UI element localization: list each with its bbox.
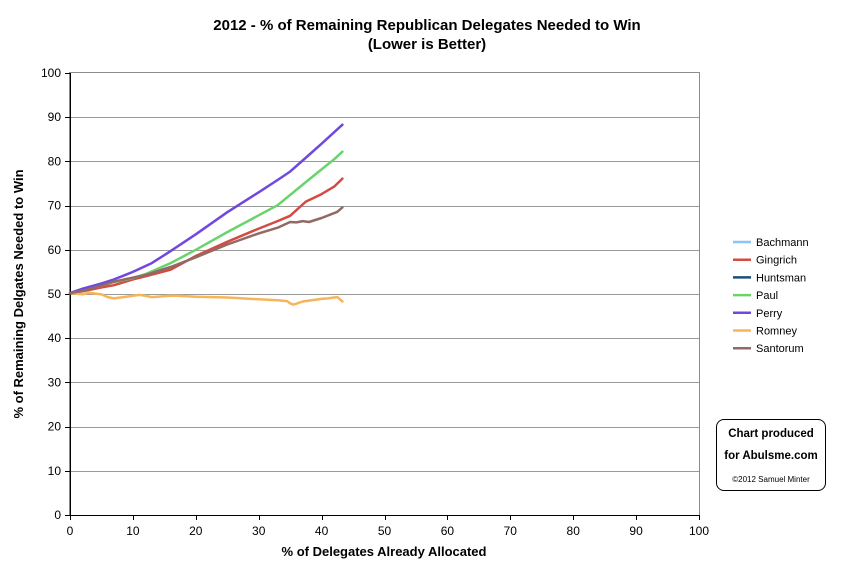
- legend-label-huntsman: Huntsman: [756, 272, 806, 284]
- y-tick-label: 60: [48, 243, 62, 257]
- x-tick-label: 80: [567, 524, 581, 538]
- gridlines: [70, 117, 699, 472]
- y-tick-label: 40: [48, 331, 62, 345]
- chart-title: 2012 - % of Remaining Republican Delegat…: [213, 17, 640, 34]
- y-tick-label: 50: [48, 287, 62, 301]
- legend: Bachmann Gingrich Huntsman Paul Perry Romney S…: [733, 237, 809, 355]
- credit-line-2: for Abulsme.com: [724, 450, 818, 462]
- y-tick-label: 0: [54, 508, 61, 522]
- x-tick-label: 70: [504, 524, 518, 538]
- series-line-santorum: [68, 206, 344, 295]
- legend-label-paul: Paul: [756, 290, 778, 302]
- y-axis-label: % of Remaining Delgates Needed to Win: [11, 169, 26, 418]
- series-line-romney: [68, 291, 344, 306]
- y-tick-label: 70: [48, 199, 62, 213]
- x-tick-label: 90: [629, 524, 643, 538]
- y-tick-label: 90: [48, 110, 62, 124]
- y-tick-label: 80: [48, 154, 62, 168]
- credit-copyright: ©2012 Samuel Minter: [732, 475, 810, 484]
- legend-label-gingrich: Gingrich: [756, 255, 797, 267]
- x-axis-label: % of Delegates Already Allocated: [282, 544, 487, 559]
- axis-ticks: 0 10 20 30 40 50 60 70 80 90 100 0 10 20 30 40 50 60 70 80 9…: [41, 66, 709, 538]
- legend-label-bachmann: Bachmann: [756, 237, 809, 249]
- legend-label-romney: Romney: [756, 326, 797, 338]
- y-tick-label: 20: [48, 420, 62, 434]
- y-tick-label: 100: [41, 66, 61, 80]
- legend-label-santorum: Santorum: [756, 343, 804, 355]
- series-line-gingrich: [68, 177, 344, 295]
- x-tick-label: 0: [67, 524, 74, 538]
- credit-box: Chart produced for Abulsme.com ©2012 Sam…: [716, 419, 826, 491]
- series-line-perry: [68, 123, 344, 295]
- x-tick-label: 10: [126, 524, 140, 538]
- x-tick-label: 60: [441, 524, 455, 538]
- x-tick-label: 30: [252, 524, 266, 538]
- y-tick-label: 30: [48, 375, 62, 389]
- legend-label-perry: Perry: [756, 308, 783, 320]
- credit-line-1: Chart produced: [728, 428, 814, 440]
- x-tick-label: 100: [689, 524, 709, 538]
- chart-subtitle: (Lower is Better): [368, 36, 486, 53]
- y-tick-label: 10: [48, 464, 62, 478]
- x-tick-label: 50: [378, 524, 392, 538]
- x-tick-label: 40: [315, 524, 329, 538]
- series-lines: [68, 123, 344, 306]
- x-tick-label: 20: [189, 524, 203, 538]
